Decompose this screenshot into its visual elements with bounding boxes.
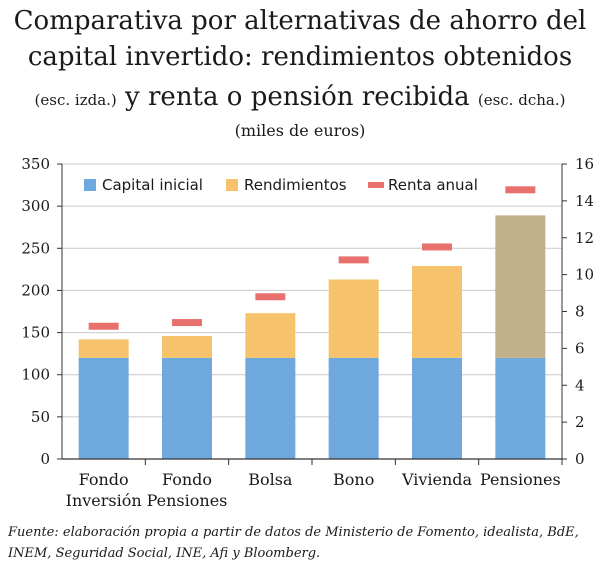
right-tick-label: 16 [575, 155, 594, 173]
left-tick-label: 50 [31, 408, 50, 426]
category-label: Fondo [162, 470, 212, 489]
right-scale-note: (esc. dcha.) [477, 91, 566, 109]
category-label: Pensiones [147, 491, 228, 510]
grid-lines [62, 163, 562, 418]
renta-anual-marker [255, 293, 286, 301]
category-label: Fondo [79, 470, 129, 489]
left-tick-label: 150 [21, 324, 50, 342]
bar-capital-inicial [328, 357, 379, 459]
bar-rendimientos [245, 313, 296, 358]
bar-rendimientos [162, 335, 212, 358]
legend-label: Capital inicial [102, 176, 203, 194]
legend: Capital inicial Rendimientos Renta anual [84, 176, 478, 194]
left-scale-note: (esc. izda.) [34, 91, 117, 109]
bar-capital-inicial [495, 357, 546, 459]
legend-swatch [84, 179, 96, 191]
bar-series [78, 215, 546, 459]
category-label: Pensiones [480, 470, 561, 489]
right-tick-label: 2 [575, 413, 585, 431]
right-tick-label: 8 [575, 303, 585, 321]
bar-capital-inicial [78, 357, 129, 459]
renta-anual-marker [172, 319, 202, 327]
left-tick-label: 0 [40, 450, 50, 468]
left-tick-label: 300 [21, 197, 50, 215]
category-label: Inversión [66, 491, 142, 510]
axes: 0 50 100 150 200 250 300 350 0 2 4 6 8 10 12 14 16 Fondo I… [21, 155, 594, 510]
right-tick-label: 10 [575, 266, 594, 284]
source-note: Fuente: elaboración propia a partir de d… [8, 525, 579, 561]
left-tick-label: 100 [21, 366, 50, 384]
chart-title-line-2: capital invertido: rendimientos obtenido… [27, 42, 573, 72]
category-label: Vivienda [401, 470, 473, 489]
renta-markers [88, 186, 536, 330]
left-tick-label: 200 [21, 281, 50, 299]
bar-capital-inicial [245, 357, 296, 459]
right-tick-label: 0 [575, 450, 585, 468]
legend-label: Renta anual [388, 176, 478, 194]
right-tick-label: 4 [575, 376, 585, 394]
bar-rendimientos [78, 339, 129, 358]
left-tick-label: 350 [21, 155, 50, 173]
renta-anual-marker [422, 243, 452, 251]
bar-rendimientos [328, 279, 379, 358]
right-tick-label: 14 [575, 192, 594, 210]
bar-rendimientos [412, 265, 462, 358]
legend-swatch [226, 179, 238, 191]
bar-chart: 0 50 100 150 200 250 300 350 0 2 4 6 8 10 12 14 16 Fondo I… [21, 155, 594, 510]
renta-anual-marker [505, 186, 536, 194]
chart-title-line-3: (esc. izda.) y renta o pensión recibida … [0, 80, 600, 117]
bar-capital-inicial [162, 357, 212, 459]
legend-swatch [368, 182, 384, 188]
left-tick-label: 250 [21, 239, 50, 257]
chart-title-line-1: Comparativa por alternativas de ahorro d… [13, 6, 587, 36]
renta-anual-marker [88, 322, 119, 330]
right-tick-label: 6 [575, 339, 585, 357]
renta-anual-marker [338, 256, 369, 264]
bar-capital-inicial [412, 357, 462, 459]
bar-rendimientos [495, 215, 546, 358]
legend-label: Rendimientos [244, 176, 347, 194]
units-label: (miles de euros) [234, 121, 366, 140]
right-tick-label: 12 [575, 229, 594, 247]
category-label: Bono [333, 470, 374, 489]
category-label: Bolsa [248, 470, 293, 489]
title-line-3-main: y renta o pensión recibida [116, 82, 478, 112]
